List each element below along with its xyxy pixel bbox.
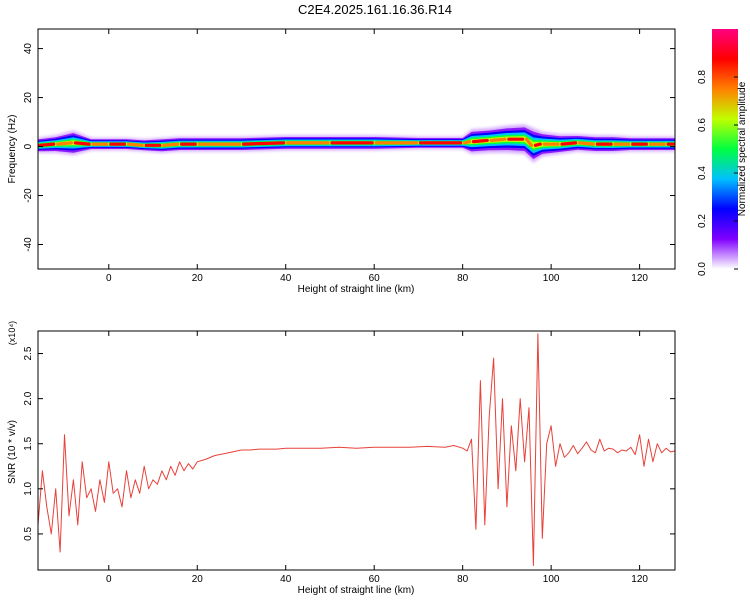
spectrogram-y-ticks: -40 -20 0 20 40 bbox=[23, 43, 675, 252]
colorbar: 0.0 0.2 0.4 0.6 0.8 Normalized spectral ampl… bbox=[697, 29, 748, 276]
spectrogram-peak-segment bbox=[126, 142, 144, 147]
spectrogram-peak-segment bbox=[524, 137, 534, 147]
snr-y-tick-label: 1.0 bbox=[23, 481, 34, 495]
snr-frame bbox=[37, 330, 676, 571]
snr-series-line bbox=[38, 333, 675, 566]
chart-title: C2E4.2025.161.16.36.R14 bbox=[298, 2, 452, 17]
spectrogram-peak-segment bbox=[463, 140, 472, 145]
spectrogram-y-tick-label: 20 bbox=[23, 92, 34, 104]
snr-y-tick-label: 2.5 bbox=[23, 346, 34, 360]
snr-x-tick-label: 60 bbox=[369, 574, 381, 585]
snr-y-tick-label: 1.5 bbox=[23, 436, 34, 450]
snr-y-ticks: 0.5 1.0 1.5 2.0 2.5 bbox=[23, 346, 675, 541]
spectrogram-y-axis-label: Frequency (Hz) bbox=[7, 115, 18, 184]
colorbar-tick-label: 0.4 bbox=[697, 166, 708, 180]
snr-x-tick-label: 80 bbox=[457, 574, 469, 585]
snr-y-tick-label: 2.0 bbox=[23, 391, 34, 405]
spectrogram-peak-segment bbox=[162, 142, 180, 147]
snr-scale-label: (x10⁴) bbox=[7, 321, 17, 345]
colorbar-fill bbox=[712, 29, 738, 269]
spectrogram-y-tick-label: 40 bbox=[23, 43, 34, 55]
snr-x-tick-label: 0 bbox=[106, 574, 112, 585]
colorbar-tick-label: 0.8 bbox=[697, 70, 708, 84]
spectrogram-x-tick-label: 40 bbox=[280, 273, 292, 284]
spectrogram-x-tick-label: 120 bbox=[631, 273, 648, 284]
spectrogram-peak-segment bbox=[578, 141, 595, 146]
colorbar-ticks: 0.0 0.2 0.4 0.6 0.8 bbox=[697, 70, 738, 276]
snr-x-tick-label: 40 bbox=[280, 574, 292, 585]
spectrogram-peak-segment bbox=[56, 141, 73, 146]
spectrogram-peak-segment bbox=[560, 141, 578, 146]
spectrogram-panel: 0 20 40 60 80 100 120 -40 -20 0 20 40 Height of st… bbox=[7, 28, 676, 295]
spectrogram-x-tick-label: 100 bbox=[543, 273, 560, 284]
snr-y-axis-label: SNR (10 * v/v) bbox=[7, 420, 18, 484]
spectrogram-x-tick-label: 20 bbox=[192, 273, 204, 284]
spectrogram-peak-segment bbox=[241, 141, 286, 146]
spectrogram-peak-segment bbox=[489, 137, 507, 143]
colorbar-tick-label: 0.6 bbox=[697, 118, 708, 132]
snr-y-tick-label: 0.5 bbox=[23, 527, 34, 541]
snr-x-tick-label: 100 bbox=[543, 574, 560, 585]
spectrogram-x-axis-label: Height of straight line (km) bbox=[298, 284, 415, 295]
spectrogram-x-tick-label: 80 bbox=[457, 273, 469, 284]
snr-panel: 0 20 40 60 80 100 120 0.5 1.0 1.5 2.0 2.5 Height o… bbox=[7, 321, 676, 596]
snr-x-tick-label: 120 bbox=[631, 574, 648, 585]
spectrogram-y-tick-label: -20 bbox=[23, 188, 34, 203]
spectrogram-y-tick-label: 0 bbox=[23, 143, 34, 149]
spectrogram-x-tick-label: 60 bbox=[369, 273, 381, 284]
spectrogram-y-tick-label: -40 bbox=[23, 237, 34, 252]
spectrogram-peak-segment bbox=[38, 142, 56, 147]
spectrogram-x-ticks: 0 20 40 60 80 100 120 bbox=[106, 29, 648, 284]
spectrogram-peak-segment bbox=[471, 138, 489, 144]
spectrogram-band bbox=[38, 124, 675, 163]
snr-x-axis-label: Height of straight line (km) bbox=[298, 585, 415, 596]
colorbar-label: Normalized spectral amplitude bbox=[737, 81, 748, 216]
spectrogram-peak-segment bbox=[73, 141, 91, 146]
spectrogram-x-tick-label: 0 bbox=[106, 273, 112, 284]
snr-x-tick-label: 20 bbox=[192, 574, 204, 585]
colorbar-tick-label: 0.0 bbox=[697, 262, 708, 276]
spectrogram-frame bbox=[37, 28, 676, 270]
snr-x-ticks: 0 20 40 60 80 100 120 bbox=[106, 331, 648, 585]
spectrogram-peak-segment bbox=[533, 142, 542, 147]
colorbar-tick-label: 0.2 bbox=[697, 214, 708, 228]
